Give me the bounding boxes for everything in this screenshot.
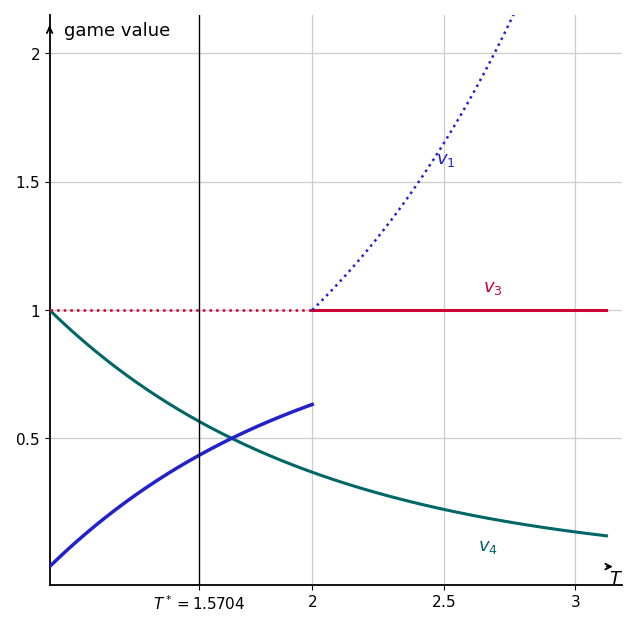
Text: $T$: $T$ (609, 570, 623, 588)
Text: $v_3$: $v_3$ (483, 279, 502, 297)
Text: $v_4$: $v_4$ (477, 538, 498, 556)
Text: game value: game value (64, 22, 170, 40)
Text: $v_1$: $v_1$ (436, 151, 455, 169)
